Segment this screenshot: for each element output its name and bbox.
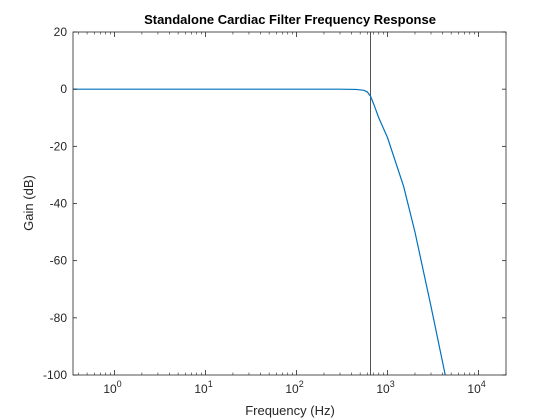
y-tick-label: -20 (50, 139, 68, 153)
series-line (73, 88, 446, 375)
y-axis-label: Gain (dB) (21, 175, 36, 231)
y-tick-label: 0 (60, 82, 67, 96)
y-tick-label: -40 (50, 197, 68, 211)
y-tick-label: -60 (50, 254, 68, 268)
plot-background (73, 32, 506, 375)
chart-title: Standalone Cardiac Filter Frequency Resp… (144, 12, 436, 27)
y-tick-label: -100 (43, 368, 67, 382)
plot-area: 20 0 -20 -40 -60 -80 -100 100 101 102 103 104 (43, 25, 507, 396)
y-tick-label: -80 (50, 311, 68, 325)
x-tick-label: 101 (194, 379, 212, 396)
x-tick-label: 103 (376, 379, 394, 396)
x-tick-label: 100 (103, 379, 121, 396)
y-tick-label: 20 (54, 25, 68, 39)
x-tick-label: 102 (285, 379, 303, 396)
x-tick-label: 104 (467, 379, 485, 396)
x-axis-label: Frequency (Hz) (245, 403, 335, 418)
